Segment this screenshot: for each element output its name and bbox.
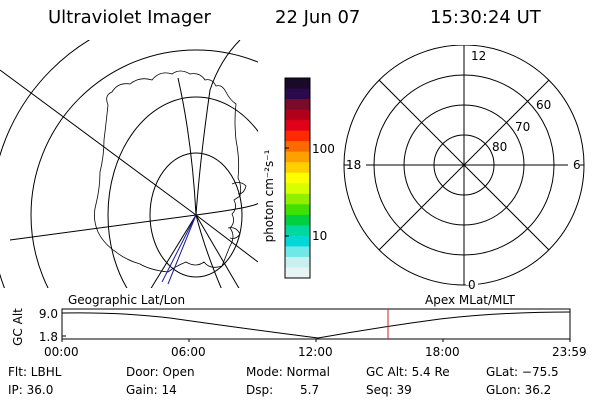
track-line (161, 214, 197, 283)
colorbar-swatch (285, 246, 310, 258)
instrument-title: Ultraviolet Imager (48, 7, 211, 28)
ip-value: IP: 36.0 (8, 383, 54, 397)
colorbar-swatch (285, 120, 310, 132)
colorbar-swatch (285, 88, 310, 100)
gc-altitude: GC Alt: 5.4 Re (366, 365, 450, 379)
mlt-label-18: 18 (346, 158, 361, 172)
meridian-line (177, 77, 222, 288)
coastline-island (231, 182, 247, 195)
mlt-label-6: 6 (573, 158, 581, 172)
coastline (94, 70, 242, 273)
mlt-label-0: 0 (468, 278, 476, 290)
polar-plot: 12 18 6 0 60 70 80 (343, 45, 585, 290)
door-status: Door: Open (126, 365, 195, 379)
colorbar-tick-label: 100 (312, 142, 335, 156)
polar-diagonal (378, 79, 550, 251)
altitude-curve (61, 311, 571, 339)
meridian-line (150, 214, 197, 288)
geographic-map (0, 40, 258, 288)
meridian-line (9, 200, 258, 241)
colorbar: photon cm⁻²s⁻¹ (262, 77, 311, 279)
mlt-label-12: 12 (471, 49, 486, 63)
mlat-label-70: 70 (515, 120, 530, 134)
timeline-frame (61, 308, 571, 340)
dsp-value: 5.7 (300, 383, 320, 397)
colorbar-swatch (285, 204, 310, 216)
x-tick-label: 18:00 (425, 345, 460, 359)
colorbar-swatch (285, 141, 310, 153)
date-label: 22 Jun 07 (275, 7, 361, 28)
gain-value: Gain: 14 (126, 383, 177, 397)
dsp-label: Dsp: (246, 383, 274, 397)
colorbar-swatch (285, 183, 310, 195)
track-line (167, 214, 197, 285)
timeline-right-title: Apex MLat/MLT (425, 293, 515, 307)
time-label: 15:30:24 UT (430, 7, 541, 28)
colorbar-swatch (285, 225, 310, 237)
colorbar-swatch (285, 130, 310, 142)
colorbar-swatch (285, 214, 310, 226)
colorbar-swatch (285, 172, 310, 184)
colorbar-frame (284, 77, 311, 279)
colorbar-tick-label: 10 (312, 229, 328, 243)
mlat-label-80: 80 (492, 140, 507, 154)
latitude-circle-inner (149, 152, 243, 278)
colorbar-swatch (285, 151, 310, 163)
latitude-circle-mid (107, 96, 258, 288)
geographic-longitude: GLon: 36.2 (486, 383, 552, 397)
sequence-value: Seq: 39 (366, 383, 412, 397)
filter-value: Flt: LBHL (8, 365, 62, 379)
mlat-label-60: 60 (536, 98, 551, 112)
colorbar-unit-label: photon cm⁻²s⁻¹ (262, 149, 276, 242)
meridian-line (195, 214, 240, 288)
x-tick-label: 12:00 (298, 345, 333, 359)
geographic-latitude: GLat: −75.5 (486, 365, 559, 379)
timeline-left-title: Geographic Lat/Lon (68, 293, 186, 307)
latitude-circle (30, 49, 258, 288)
colorbar-swatch (285, 267, 310, 279)
meridian-line (195, 40, 241, 216)
mode-value: Mode: Normal (246, 365, 330, 379)
colorbar-swatch (285, 193, 310, 205)
colorbar-swatch (285, 99, 310, 111)
y-tick-label: 1.8 (39, 330, 58, 344)
colorbar-swatch (285, 235, 310, 247)
x-tick-label: 23:59 (552, 345, 587, 359)
y-tick-label: 9.0 (39, 307, 58, 321)
colorbar-swatch (285, 109, 310, 121)
colorbar-swatch (285, 256, 310, 268)
x-tick-label: 06:00 (171, 345, 206, 359)
timeline-axis-label: GC Alt (11, 308, 25, 346)
altitude-timeline: GC Alt 9.0 1.8 (11, 307, 571, 346)
coastline-island (227, 227, 241, 239)
colorbar-swatch (285, 78, 310, 90)
x-tick-label: 00:00 (44, 345, 79, 359)
colorbar-swatch (285, 162, 310, 174)
